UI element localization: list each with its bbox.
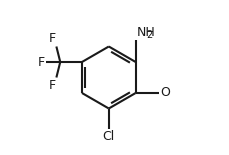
- Text: NH: NH: [136, 26, 155, 39]
- Text: 2: 2: [145, 30, 152, 40]
- Text: F: F: [38, 55, 45, 69]
- Text: Cl: Cl: [102, 130, 114, 143]
- Text: O: O: [159, 86, 169, 100]
- Text: F: F: [48, 79, 55, 92]
- Text: F: F: [48, 32, 55, 45]
